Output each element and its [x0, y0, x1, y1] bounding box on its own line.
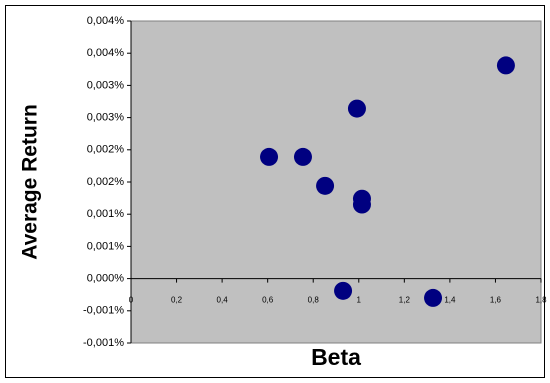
- y-tick-label: 0,001%: [87, 208, 125, 220]
- x-tick-label: 1: [357, 296, 362, 305]
- x-axis-title: Beta: [311, 344, 361, 370]
- y-tick-label: -0,001%: [83, 337, 124, 349]
- x-tick-label: 0,8: [308, 296, 320, 305]
- point: [424, 288, 443, 307]
- point: [334, 281, 353, 300]
- x-tick-label: 1,4: [444, 296, 456, 305]
- y-tick-label: 0,004%: [87, 47, 125, 59]
- y-tick-label: 0,003%: [87, 79, 125, 91]
- point: [347, 99, 366, 118]
- point: [293, 147, 312, 166]
- y-axis-title: Average Return: [19, 104, 42, 260]
- point: [260, 147, 279, 166]
- point: [496, 56, 515, 75]
- x-tick-label: 1,2: [399, 296, 411, 305]
- point: [316, 176, 335, 195]
- x-tick-label: 0,6: [262, 296, 274, 305]
- y-tick-label: 0,002%: [87, 176, 125, 188]
- y-tick-label: 0,001%: [87, 240, 125, 252]
- y-tick-label: 0,000%: [87, 273, 125, 285]
- y-tick-label: 0,003%: [87, 112, 125, 124]
- y-tick-label: 0,004%: [87, 15, 125, 27]
- y-tick-label: -0,001%: [83, 305, 124, 317]
- x-tick-label: 0,4: [217, 296, 229, 305]
- x-tick-label: 0: [129, 296, 134, 305]
- x-tick-label: 1,8: [535, 296, 547, 305]
- point: [352, 195, 371, 214]
- x-tick-label: 1,6: [490, 296, 502, 305]
- x-tick-label: 0,2: [171, 296, 183, 305]
- y-tick-label: 0,002%: [87, 144, 125, 156]
